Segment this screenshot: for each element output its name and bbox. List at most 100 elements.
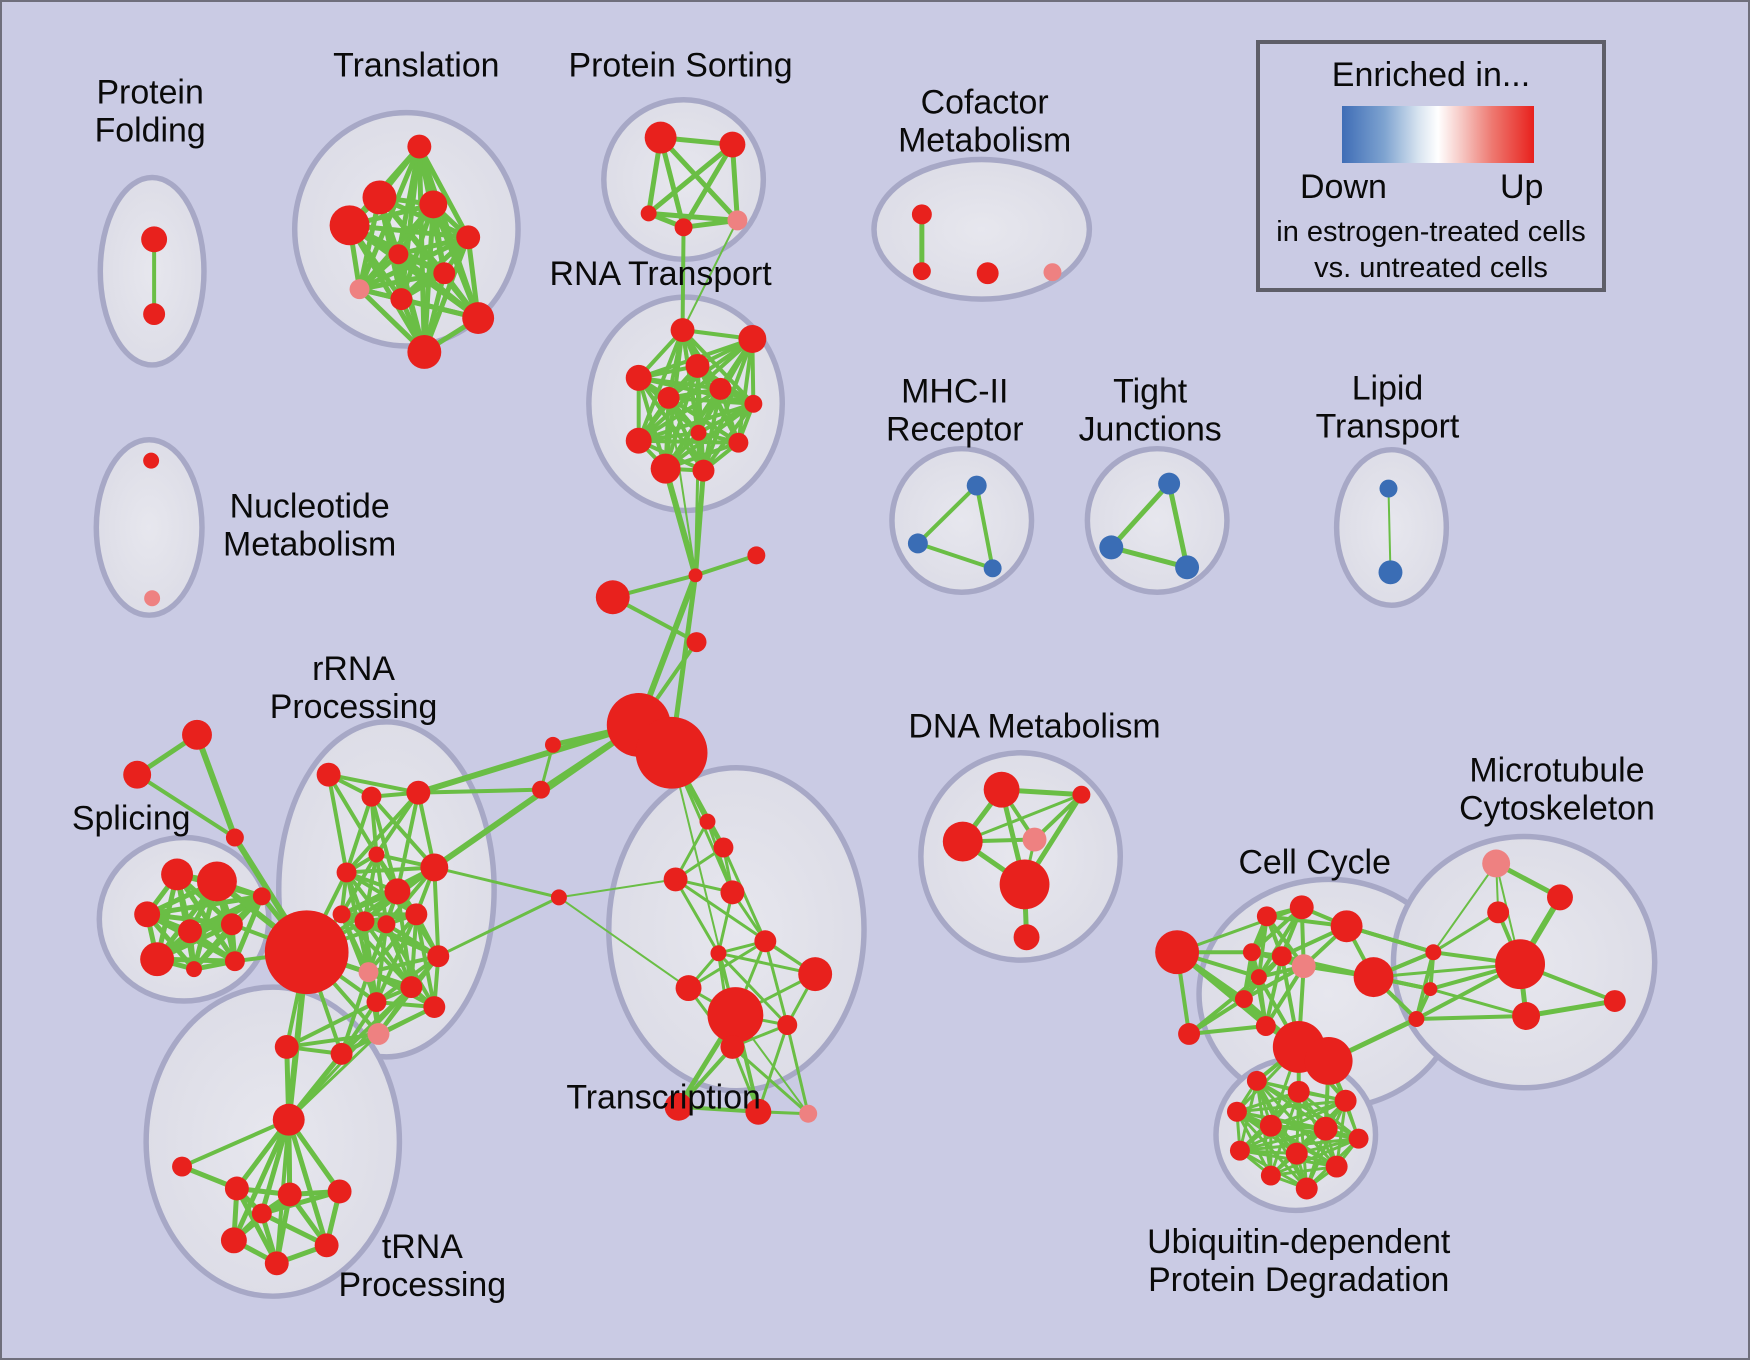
node-cellcycle-9[interactable] <box>1250 969 1267 986</box>
node-dna-5[interactable] <box>1013 924 1040 951</box>
node-rrna-12[interactable] <box>358 962 379 983</box>
node-splicing-3[interactable] <box>178 919 202 944</box>
node-mt-5[interactable] <box>1603 990 1626 1013</box>
node-trna-8[interactable] <box>264 1251 289 1276</box>
node-cellcycle-8[interactable] <box>1353 957 1394 998</box>
node-splicing-4[interactable] <box>220 913 243 936</box>
node-tight-2[interactable] <box>1175 555 1200 580</box>
node-translation-1[interactable] <box>362 180 397 215</box>
node-rrna-0[interactable] <box>316 762 341 787</box>
node-rrna-13[interactable] <box>400 976 423 999</box>
node-translation-4[interactable] <box>456 225 481 250</box>
node-ub-3[interactable] <box>1226 1101 1247 1122</box>
node-dna-1[interactable] <box>1072 785 1091 804</box>
node-cellcycle-2[interactable] <box>1256 906 1277 927</box>
node-splicing-7[interactable] <box>224 951 245 972</box>
node-proteinSorting-3[interactable] <box>674 218 693 237</box>
node-mhc-0[interactable] <box>966 475 987 496</box>
node-cellcycle-1[interactable] <box>1178 1022 1201 1045</box>
node-splicing-1[interactable] <box>197 861 237 902</box>
node-bridge-6[interactable] <box>686 632 707 653</box>
node-rrna-15[interactable] <box>423 996 446 1019</box>
node-splicing-2[interactable] <box>134 901 161 928</box>
node-rnaTransport-7[interactable] <box>690 424 707 441</box>
node-rnaTransport-4[interactable] <box>709 377 732 400</box>
node-rrna-1[interactable] <box>361 786 382 807</box>
node-trna-3[interactable] <box>277 1182 302 1207</box>
node-translation-8[interactable] <box>390 288 413 311</box>
node-bridge-0[interactable] <box>544 736 561 753</box>
node-translation-0[interactable] <box>407 134 432 159</box>
node-transcription-4[interactable] <box>754 930 777 953</box>
node-rrna-9[interactable] <box>332 905 351 924</box>
node-proteinFolding-0[interactable] <box>141 226 168 253</box>
node-rrna-11[interactable] <box>264 910 349 995</box>
node-mt-3[interactable] <box>1495 939 1546 990</box>
node-rrna-3[interactable] <box>368 846 385 863</box>
node-dna-4[interactable] <box>999 859 1050 910</box>
node-splicing-6[interactable] <box>140 942 175 977</box>
node-transcription-3[interactable] <box>720 880 745 905</box>
node-cellcycle-4[interactable] <box>1330 910 1363 943</box>
node-transcription-8[interactable] <box>707 987 764 1043</box>
node-lipid-1[interactable] <box>1378 560 1403 585</box>
node-cellcycle-3[interactable] <box>1289 895 1314 920</box>
node-transcription-7[interactable] <box>675 975 702 1002</box>
node-rrna-4[interactable] <box>336 862 357 883</box>
node-translation-6[interactable] <box>433 262 456 285</box>
node-translation-7[interactable] <box>349 279 370 300</box>
node-ub-0[interactable] <box>1246 1070 1267 1091</box>
node-rrna-5[interactable] <box>420 853 449 882</box>
node-rnaTransport-10[interactable] <box>650 453 681 484</box>
node-splicing-5[interactable] <box>252 887 271 906</box>
node-rrna-2[interactable] <box>406 780 431 805</box>
node-ub-7[interactable] <box>1229 1140 1250 1161</box>
node-bridge-1[interactable] <box>532 780 550 799</box>
node-splicing-8[interactable] <box>186 961 202 978</box>
node-mt-4[interactable] <box>1512 1002 1541 1030</box>
node-bridge-3[interactable] <box>688 568 703 583</box>
node-translation-10[interactable] <box>407 335 442 369</box>
node-rrna-8[interactable] <box>354 911 375 932</box>
node-proteinSorting-0[interactable] <box>644 121 677 154</box>
node-proteinSorting-2[interactable] <box>640 205 657 222</box>
node-trna-7[interactable] <box>314 1233 339 1258</box>
node-cellcycle-15[interactable] <box>1423 982 1438 997</box>
node-hub-1[interactable] <box>635 716 708 789</box>
node-cellcycle-5[interactable] <box>1242 943 1261 962</box>
node-transcription-0[interactable] <box>699 813 716 830</box>
node-tight-1[interactable] <box>1099 535 1124 560</box>
node-cellcycle-10[interactable] <box>1234 990 1253 1009</box>
node-ub-1[interactable] <box>1287 1080 1310 1103</box>
node-rnaTransport-9[interactable] <box>728 432 749 453</box>
node-transcription-9[interactable] <box>777 1015 798 1035</box>
node-transcription-12[interactable] <box>745 1098 772 1125</box>
node-bridge-5[interactable] <box>595 580 630 615</box>
node-transcription-6[interactable] <box>798 957 833 992</box>
node-rnaTransport-5[interactable] <box>657 386 680 409</box>
node-rnaTransport-8[interactable] <box>625 427 652 454</box>
node-transcription-2[interactable] <box>663 867 688 892</box>
node-nucleotide-1[interactable] <box>144 590 161 607</box>
node-dna-2[interactable] <box>942 821 983 862</box>
node-cofactor-2[interactable] <box>976 262 999 285</box>
node-translation-3[interactable] <box>329 205 370 246</box>
node-translation-2[interactable] <box>419 190 448 219</box>
node-proteinSorting-4[interactable] <box>727 210 748 231</box>
node-mhc-1[interactable] <box>907 533 928 554</box>
node-ub-5[interactable] <box>1313 1116 1338 1141</box>
node-splicingOuter-1[interactable] <box>123 760 152 789</box>
node-mhc-2[interactable] <box>983 559 1002 578</box>
node-trna-6[interactable] <box>220 1227 247 1254</box>
node-dna-0[interactable] <box>983 771 1020 808</box>
node-splicing-0[interactable] <box>161 858 194 891</box>
node-rrna-16[interactable] <box>367 1022 390 1045</box>
node-ub-4[interactable] <box>1259 1114 1282 1137</box>
node-rrna-7[interactable] <box>405 903 428 926</box>
node-mt-0[interactable] <box>1482 849 1511 878</box>
node-ub-6[interactable] <box>1348 1128 1369 1149</box>
node-tight-0[interactable] <box>1158 472 1181 495</box>
node-cofactor-0[interactable] <box>911 204 932 225</box>
node-trna-5[interactable] <box>251 1203 272 1224</box>
node-ub-2[interactable] <box>1334 1089 1357 1112</box>
